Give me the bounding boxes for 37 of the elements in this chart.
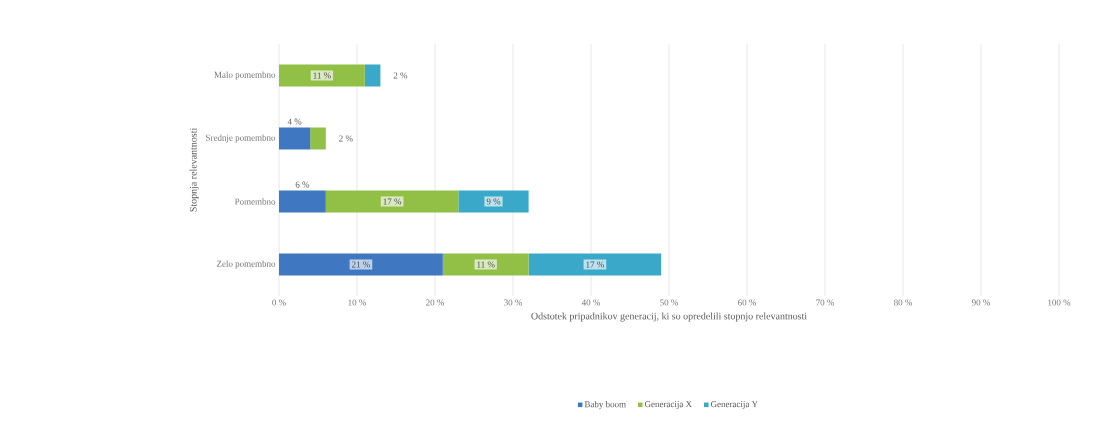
bar <box>279 253 443 276</box>
bar <box>528 253 662 276</box>
x-tick-label: 20 % <box>426 299 445 306</box>
bar <box>364 64 381 87</box>
legend-label: Generacija Y <box>710 401 758 409</box>
data-label: 9 % <box>486 198 501 205</box>
data-label: 17 % <box>586 261 604 268</box>
x-tick-label: 30 % <box>504 299 523 306</box>
x-tick-label: 50 % <box>660 299 679 306</box>
legend-label: Generacija X <box>644 401 692 409</box>
data-label: 6 % <box>295 181 310 188</box>
x-tick-label: 80 % <box>894 299 913 306</box>
x-axis-title: Odstotek pripadnikov generacij, ki so opredelili stopnjo relevantnosti <box>531 312 807 322</box>
data-label: 2 % <box>339 135 353 142</box>
bar <box>310 127 326 150</box>
y-tick-label: Srednje pomembno <box>206 134 276 143</box>
x-tick-label: 0 % <box>272 299 286 306</box>
y-axis-title: Stopnja relevantnosti <box>189 127 199 212</box>
x-tick-label: 90 % <box>971 299 991 306</box>
data-label: 11 % <box>313 72 331 79</box>
data-label: 17 % <box>383 198 402 205</box>
bar <box>325 190 459 213</box>
data-label: 4 % <box>287 118 302 125</box>
data-label: 2 % <box>393 72 408 79</box>
bar <box>279 190 326 213</box>
x-tick-label: 10 % <box>348 299 367 306</box>
bar <box>279 127 311 150</box>
x-tick-label: 70 % <box>816 299 835 306</box>
x-tick-label: 40 % <box>581 299 601 306</box>
y-tick-label: Zelo pomembno <box>216 260 276 269</box>
y-tick-label: Pomembno <box>234 198 276 205</box>
legend-label: Baby boom <box>584 400 626 410</box>
x-tick-label: 60 % <box>738 299 757 306</box>
y-tick-label: Malo pomembno <box>214 71 276 80</box>
data-label: 11 % <box>477 261 495 268</box>
x-tick-label: 100 % <box>1048 299 1071 306</box>
data-label: 21 % <box>351 261 370 268</box>
